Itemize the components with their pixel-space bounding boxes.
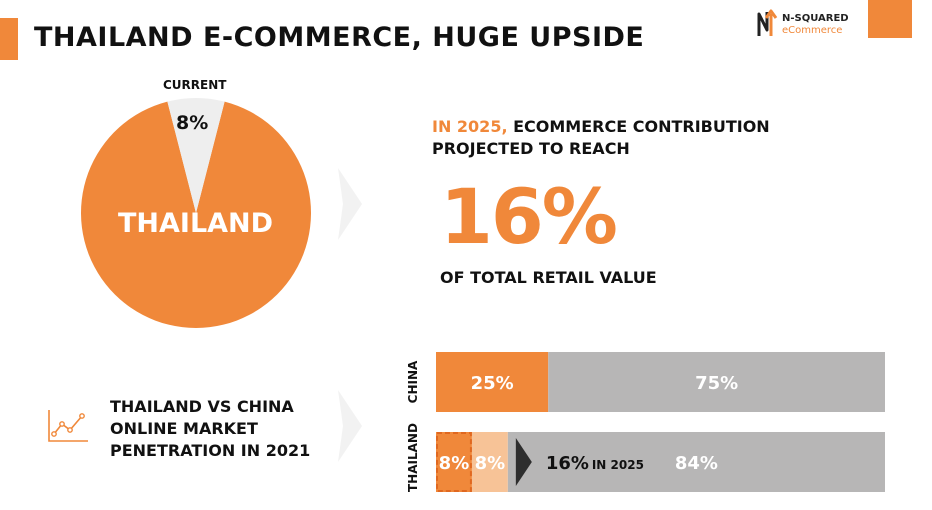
bar-data-label: 8% — [439, 453, 470, 474]
left-accent-bar — [0, 18, 18, 60]
pie-current-label: CURRENT — [163, 78, 227, 92]
projection-suffix: OF TOTAL RETAIL VALUE — [440, 268, 657, 287]
comparison-line: ONLINE MARKET — [110, 419, 258, 438]
brand-logo: N-SQUARED eCommerce — [756, 8, 866, 40]
bar-data-label: 84% — [675, 453, 718, 474]
bar-segment — [548, 352, 885, 412]
page-title: THAILAND E-COMMERCE, HUGE UPSIDE — [34, 22, 645, 53]
bar-segment — [436, 352, 549, 412]
current-outline — [436, 432, 472, 492]
comparison-line: THAILAND VS CHINA — [110, 397, 294, 416]
projected-value: 16% — [440, 172, 618, 261]
category-label: CHINA — [406, 360, 420, 404]
pie-slice-label-current: 8% — [176, 112, 209, 134]
projection-highlight: IN 2025, — [432, 117, 508, 136]
bar-data-label: 8% — [475, 453, 506, 474]
category-label: THAILAND — [406, 423, 420, 492]
pie-slice — [80, 101, 311, 329]
projection-line-1-rest: ECOMMERCE CONTRIBUTION — [513, 117, 770, 136]
logo-name: N-SQUARED — [782, 13, 849, 24]
n-squared-logo-icon — [757, 9, 778, 36]
bar-data-label: 25% — [471, 373, 514, 394]
projection-line-2: PROJECTED TO REACH — [432, 139, 630, 158]
bar-data-label: 75% — [695, 373, 738, 394]
comparison-caption: THAILAND VS CHINA ONLINE MARKET PENETRAT… — [110, 396, 310, 462]
logo-subtitle: eCommerce — [782, 25, 843, 36]
comparison-line: PENETRATION IN 2021 — [110, 441, 311, 460]
chevron-right-icon — [338, 168, 362, 240]
pie-slice — [167, 98, 225, 213]
bar-segment — [436, 432, 472, 492]
chevron-right-icon — [338, 390, 362, 462]
projection-line-1: IN 2025, ECOMMERCE CONTRIBUTION — [432, 117, 770, 136]
bar-segment — [471, 432, 508, 492]
pie-slice-label-thailand: THAILAND — [118, 208, 274, 239]
annotation-value: 16% — [546, 453, 589, 474]
bar-segment — [507, 432, 885, 492]
play-arrow-icon — [515, 438, 532, 486]
annotation-note: IN 2025 — [592, 458, 644, 472]
trend-chart-icon — [48, 410, 88, 442]
right-accent-block — [868, 0, 912, 38]
